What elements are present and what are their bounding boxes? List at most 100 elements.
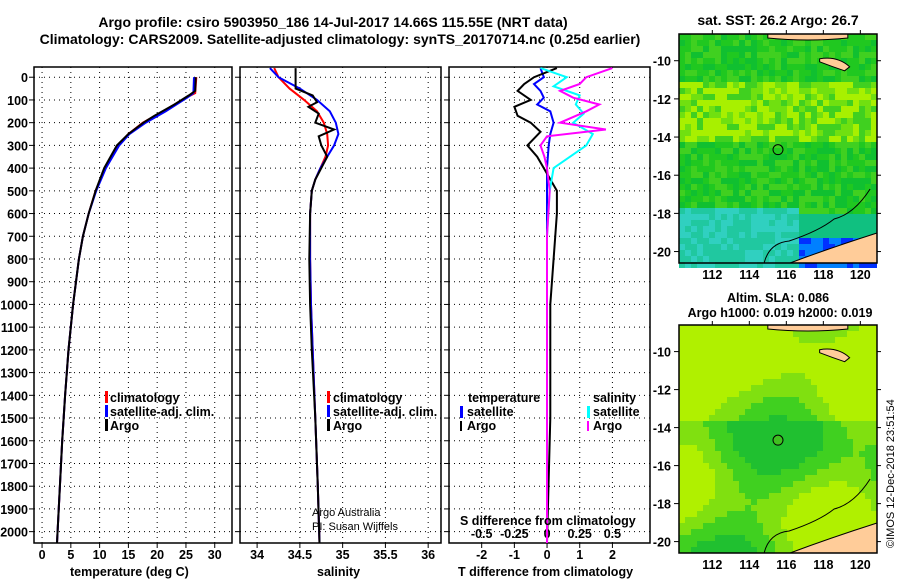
map-cell	[685, 337, 691, 343]
map-cell	[853, 487, 859, 493]
map-cell	[721, 52, 727, 58]
map-cell	[865, 226, 871, 232]
map-cell	[847, 106, 853, 112]
map-cell	[823, 427, 829, 433]
map-cell	[829, 385, 835, 391]
map-cell	[679, 337, 685, 343]
map-cell	[745, 106, 751, 112]
map-cell	[739, 118, 745, 124]
map-cell	[739, 256, 745, 262]
legend-swatch-s-argo	[587, 421, 589, 431]
map-cell	[715, 517, 721, 523]
map-cell	[679, 403, 685, 409]
map-cell	[691, 457, 697, 463]
map-cell	[745, 463, 751, 469]
map-cell	[757, 529, 763, 535]
map-cell	[853, 52, 859, 58]
map-cell	[805, 367, 811, 373]
map-cell	[769, 76, 775, 82]
map-cell	[715, 409, 721, 415]
map-cell	[691, 349, 697, 355]
map-cell	[679, 250, 685, 256]
map-cell	[709, 250, 715, 256]
map-cell	[721, 190, 727, 196]
map-cell	[865, 499, 871, 505]
map-cell	[859, 112, 865, 118]
map-cell	[721, 463, 727, 469]
map-cell	[733, 112, 739, 118]
map-cell	[787, 112, 793, 118]
x-tick-label: 2	[609, 548, 616, 562]
map-cell	[763, 331, 769, 337]
map-cell	[709, 106, 715, 112]
map-cell	[685, 106, 691, 112]
map-cell	[679, 493, 685, 499]
map-cell	[793, 94, 799, 100]
map-cell	[697, 130, 703, 136]
map-cell	[859, 385, 865, 391]
map-cell	[757, 415, 763, 421]
map-cell	[793, 337, 799, 343]
map-cell	[793, 391, 799, 397]
map-cell	[781, 379, 787, 385]
map-cell	[697, 529, 703, 535]
map-cell	[739, 184, 745, 190]
map-cell	[811, 475, 817, 481]
map-cell	[823, 40, 829, 46]
map-cell	[757, 178, 763, 184]
map-cell	[793, 535, 799, 541]
lat-tick-label: -16	[653, 460, 671, 474]
map-cell	[829, 106, 835, 112]
map-cell	[733, 331, 739, 337]
map-cell	[733, 154, 739, 160]
map-cell	[745, 475, 751, 481]
map-cell	[739, 244, 745, 250]
map-cell	[763, 148, 769, 154]
map-cell	[721, 226, 727, 232]
map-cell	[811, 367, 817, 373]
map-cell	[853, 94, 859, 100]
map-cell	[703, 64, 709, 70]
map-cell	[853, 415, 859, 421]
map-cell	[745, 58, 751, 64]
map-cell	[751, 343, 757, 349]
map-cell	[847, 190, 853, 196]
map-cell	[781, 505, 787, 511]
map-cell	[781, 64, 787, 70]
legend-swatch-t-argo	[460, 421, 462, 431]
map-cell	[769, 148, 775, 154]
map-cell	[841, 493, 847, 499]
map-cell	[859, 469, 865, 475]
map-cell	[787, 373, 793, 379]
map-cell	[739, 262, 745, 268]
map-cell	[745, 367, 751, 373]
map-cell	[679, 100, 685, 106]
map-cell	[859, 493, 865, 499]
map-cell	[733, 130, 739, 136]
map-cell	[829, 469, 835, 475]
map-cell	[793, 262, 799, 268]
map-cell	[871, 178, 877, 184]
map-cell	[679, 511, 685, 517]
map-cell	[775, 154, 781, 160]
map-cell	[715, 397, 721, 403]
map-cell	[769, 463, 775, 469]
map-cell	[757, 487, 763, 493]
map-cell	[775, 226, 781, 232]
map-cell	[697, 76, 703, 82]
map-cell	[859, 331, 865, 337]
map-cell	[703, 451, 709, 457]
map-cell	[715, 94, 721, 100]
map-cell	[733, 415, 739, 421]
map-cell	[811, 100, 817, 106]
map-cell	[793, 244, 799, 250]
map-cell	[859, 46, 865, 52]
map-cell	[817, 439, 823, 445]
map-cell	[715, 130, 721, 136]
map-cell	[811, 523, 817, 529]
map-cell	[847, 433, 853, 439]
map-cell	[799, 196, 805, 202]
map-cell	[745, 88, 751, 94]
map-cell	[709, 541, 715, 547]
map-cell	[727, 208, 733, 214]
